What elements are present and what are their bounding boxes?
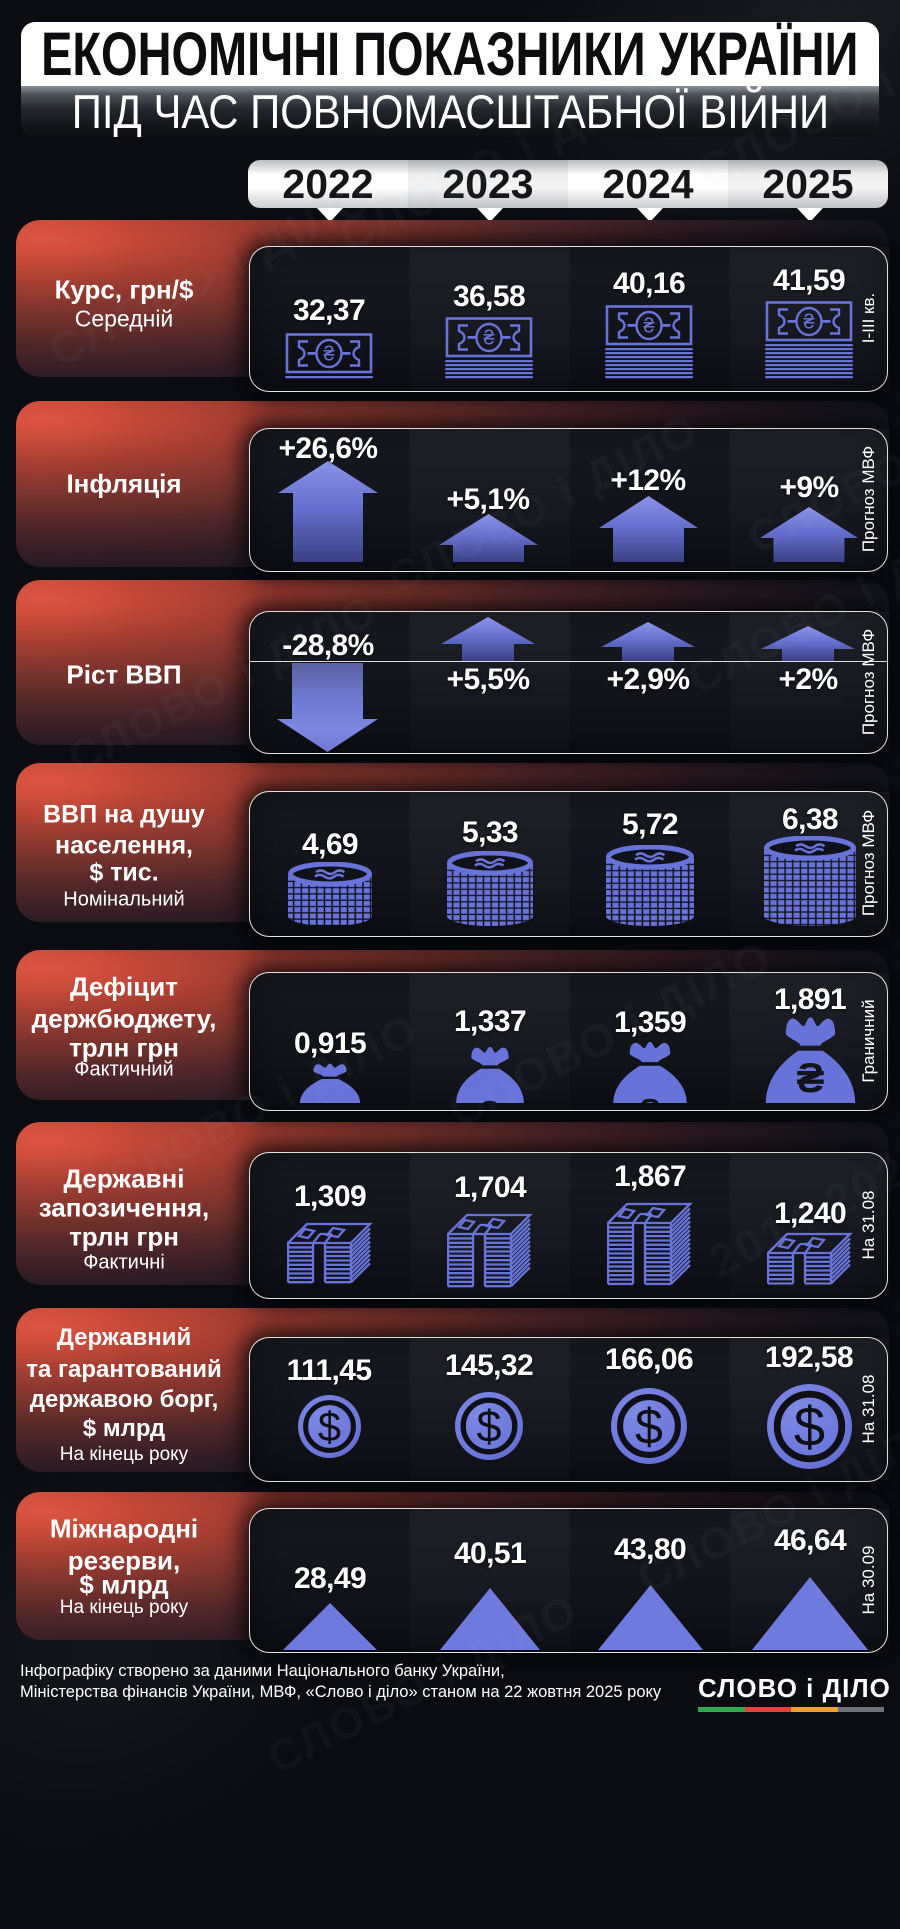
svg-text:₴: ₴ [803,311,814,333]
svg-text:$: $ [477,1401,502,1452]
svg-text:₴: ₴ [639,1092,660,1103]
svg-text:₴: ₴ [796,1054,824,1101]
svg-text:$: $ [635,1399,663,1455]
svg-text:₴: ₴ [643,315,654,337]
svg-text:$: $ [317,1403,340,1450]
svg-text:₴: ₴ [323,343,334,365]
svg-text:$: $ [793,1395,824,1458]
svg-text:₴: ₴ [483,327,494,349]
